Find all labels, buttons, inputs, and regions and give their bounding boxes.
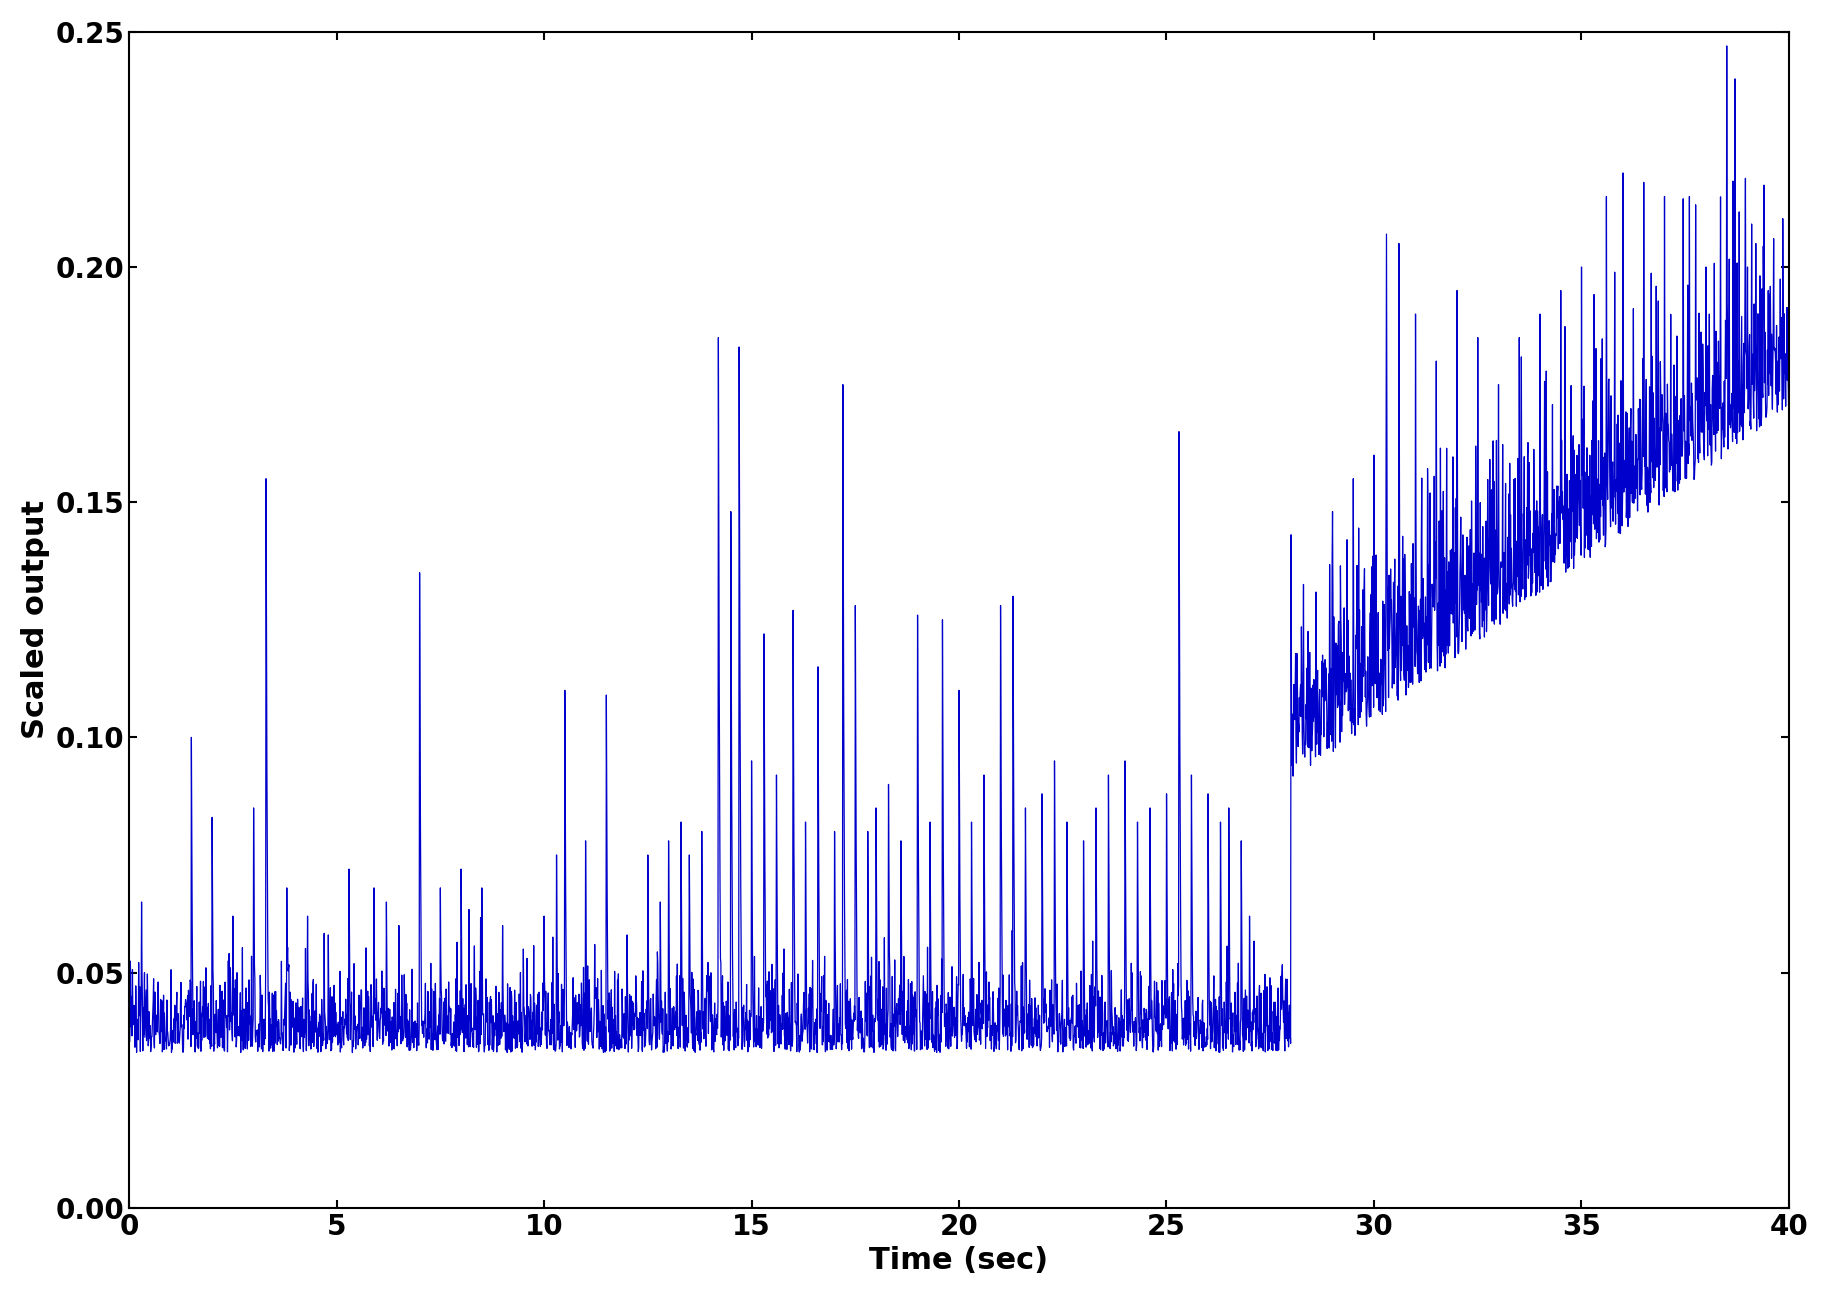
Y-axis label: Scaled output: Scaled output — [20, 500, 49, 739]
X-axis label: Time (sec): Time (sec) — [869, 1247, 1048, 1275]
